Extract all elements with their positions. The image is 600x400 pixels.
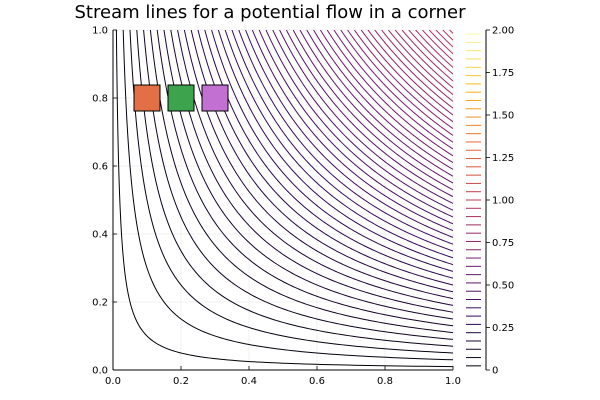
contour-line	[333, 30, 453, 150]
contour-line	[122, 30, 453, 361]
contour-line	[224, 30, 453, 259]
contour-line	[149, 30, 453, 334]
square-marker	[167, 84, 195, 112]
colorbar-tick-label: 1.75	[492, 68, 514, 79]
contour-line	[394, 30, 453, 89]
contour-line	[388, 30, 453, 95]
contour-line	[360, 30, 453, 123]
x-tick-label: 1.0	[445, 376, 461, 387]
colorbar-tick-label: 2.00	[492, 26, 514, 37]
contour-line	[231, 30, 453, 252]
contour-line	[313, 30, 453, 170]
contour-line	[340, 30, 453, 143]
contour-line	[129, 30, 453, 354]
y-tick-label: 0.4	[92, 230, 108, 241]
contour-line	[279, 30, 453, 204]
y-tick-label: 0.8	[92, 94, 108, 105]
y-tick-label: 0.6	[92, 162, 108, 173]
contour-line	[326, 30, 453, 157]
contour-line	[238, 30, 453, 245]
x-tick-label: 0.0	[105, 376, 121, 387]
x-tick-label: 0.2	[173, 376, 189, 387]
contour-line	[428, 30, 453, 55]
contour-line	[204, 30, 453, 279]
colorbar: 0 0.25 0.50 0.75 1.00 1.25 1.50 1.75 2.00	[466, 26, 514, 377]
colorbar-tick-label: 0.75	[492, 238, 514, 249]
x-tick-label: 0.4	[241, 376, 257, 387]
contour-line	[245, 30, 453, 238]
contour-line	[353, 30, 453, 130]
contour-line	[251, 30, 453, 232]
plot-area: 0.0 0.2 0.4 0.6 0.8 1.0 0.0 0.2 0.4 0.6 0.8 1.0	[92, 26, 461, 388]
contour-line	[347, 30, 453, 136]
contour-line	[190, 30, 453, 293]
contour-line	[408, 30, 453, 75]
x-tick-label: 0.8	[377, 376, 393, 387]
contour-line	[306, 30, 453, 177]
y-tick-label: 0.0	[92, 366, 108, 377]
contour-line	[170, 30, 453, 313]
contour-line	[217, 30, 453, 266]
contour-line	[401, 30, 453, 82]
contour-line	[211, 30, 453, 272]
y-tick-label: 0.2	[92, 298, 108, 309]
contour-line	[143, 30, 453, 340]
y-tick-label: 1.0	[92, 26, 108, 37]
colorbar-tick-label: 1.00	[492, 196, 514, 207]
contour-line	[299, 30, 453, 184]
contour-line	[258, 30, 453, 225]
x-tick-label: 0.6	[309, 376, 325, 387]
contour-line	[177, 30, 453, 306]
colorbar-tick-label: 1.25	[492, 153, 514, 164]
contour-line	[163, 30, 453, 320]
colorbar-tick-label: 0.25	[492, 323, 514, 334]
contour-line	[422, 30, 453, 61]
contour-line	[156, 30, 453, 327]
contour-line	[115, 30, 453, 368]
colorbar-tick-label: 1.50	[492, 111, 514, 122]
colorbar-tick-label: 0	[492, 366, 498, 377]
contour-line	[381, 30, 453, 102]
square-marker	[133, 84, 161, 112]
contour-line	[285, 30, 453, 198]
contour-line	[136, 30, 453, 347]
contour-line	[435, 30, 453, 48]
contour-line	[442, 30, 453, 41]
square-marker	[201, 84, 229, 112]
contour-line	[319, 30, 453, 164]
contour-lines	[115, 30, 453, 368]
contour-line	[415, 30, 453, 68]
contour-line	[449, 30, 453, 34]
contour-line	[272, 30, 453, 211]
contour-line	[367, 30, 453, 116]
colorbar-tick-label: 0.50	[492, 281, 514, 292]
contour-line	[265, 30, 453, 218]
contour-line	[374, 30, 453, 109]
chart-title: Stream lines for a potential flow in a c…	[75, 2, 467, 23]
contour-line	[292, 30, 453, 191]
